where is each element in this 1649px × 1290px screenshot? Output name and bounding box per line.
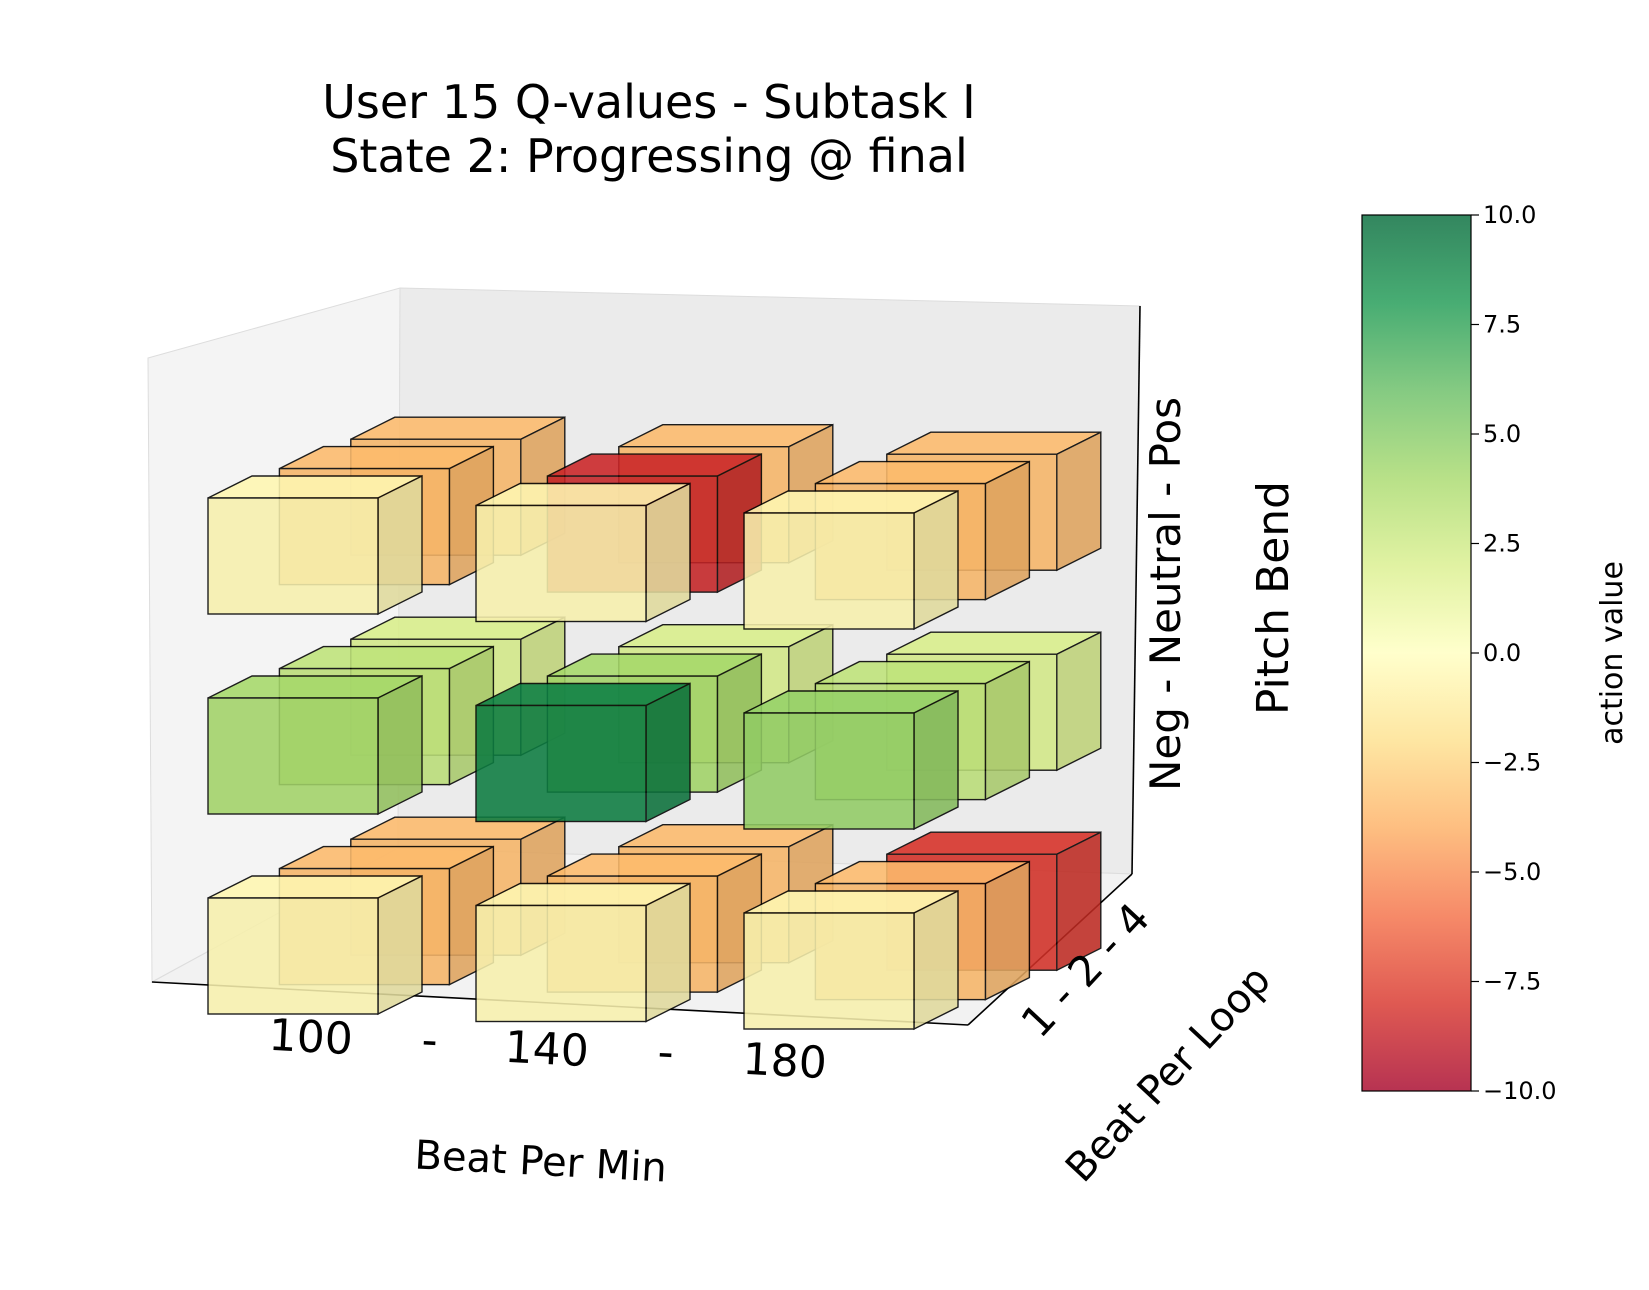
x-tick-label: 140 <box>503 1022 590 1077</box>
bar-front-face <box>743 512 915 630</box>
colorbar: 10.0 7.5 5.0 2.5 0.0 −2.5 −5.0 −7.5 −10.0 action… <box>1361 201 1630 1105</box>
bar-140-1-neg <box>475 882 691 1023</box>
colorbar-tick-label: 2.5 <box>1483 530 1521 558</box>
bar-front-face <box>743 712 915 830</box>
bar-side-face <box>984 860 1031 1001</box>
x-tick-separator: - <box>656 1027 675 1079</box>
colorbar-tick-label: 5.0 <box>1483 420 1521 448</box>
bar-front-face <box>475 904 647 1023</box>
colorbar-tick-label: −10.0 <box>1483 1077 1557 1105</box>
bar-100-1-neg <box>207 874 423 1016</box>
z-axis-labels: Neg - Neutral - Pos Pitch Bend <box>1141 397 1299 791</box>
chart-title: User 15 Q-values - Subtask I State 2: Pr… <box>322 75 976 183</box>
bar-front-face <box>207 897 379 1015</box>
bar-side-face <box>984 660 1031 801</box>
colorbar-tick-label: 7.5 <box>1483 311 1521 339</box>
colorbar-tick-label: −5.0 <box>1483 858 1541 886</box>
bar-140-1-pos <box>475 482 691 623</box>
colorbar-gradient <box>1361 214 1472 1092</box>
z-axis-line <box>1131 305 1141 875</box>
bar-140-1-neutral <box>475 682 691 823</box>
x-tick-label: 180 <box>741 1034 828 1089</box>
bar-side-face <box>913 489 959 631</box>
bar-side-face <box>377 674 423 816</box>
x-tick-separator: - <box>420 1015 439 1067</box>
bars-group <box>207 416 1102 1031</box>
bar-side-face <box>377 474 423 616</box>
colorbar-ticks: 10.0 7.5 5.0 2.5 0.0 −2.5 −5.0 −7.5 −10.0 <box>1471 201 1557 1105</box>
bar-front-face <box>207 697 379 815</box>
z-tick-labels: Neg - Neutral - Pos <box>1141 397 1190 791</box>
bar-side-face <box>1056 631 1102 772</box>
bar-front-face <box>475 704 647 823</box>
bar-180-1-neg <box>743 889 959 1031</box>
bar-180-1-pos <box>743 489 959 631</box>
bar-side-face <box>913 889 959 1031</box>
colorbar-tick-label: 0.0 <box>1483 639 1521 667</box>
bar-front-face <box>207 497 379 615</box>
title-line-1: User 15 Q-values - Subtask I <box>322 75 976 129</box>
title-line-2: State 2: Progressing @ final <box>330 129 968 183</box>
bar-side-face <box>913 689 959 831</box>
bar-100-1-pos <box>207 474 423 616</box>
bar-side-face <box>377 874 423 1016</box>
bar-side-face <box>1056 431 1102 572</box>
bar-front-face <box>743 912 915 1030</box>
bar-side-face <box>645 682 691 823</box>
bar-side-face <box>984 460 1031 601</box>
bar-front-face <box>475 504 647 623</box>
colorbar-tick-label: −2.5 <box>1483 749 1541 777</box>
colorbar-label: action value <box>1595 561 1630 745</box>
colorbar-tick-label: 10.0 <box>1483 201 1536 229</box>
z-axis-label: Pitch Bend <box>1248 481 1299 715</box>
x-tick-label: 100 <box>267 1010 354 1065</box>
bar-side-face <box>645 882 691 1023</box>
bar-side-face <box>645 482 691 623</box>
colorbar-tick-label: −7.5 <box>1483 968 1541 996</box>
bar-180-1-neutral <box>743 689 959 831</box>
bar-100-1-neutral <box>207 674 423 816</box>
